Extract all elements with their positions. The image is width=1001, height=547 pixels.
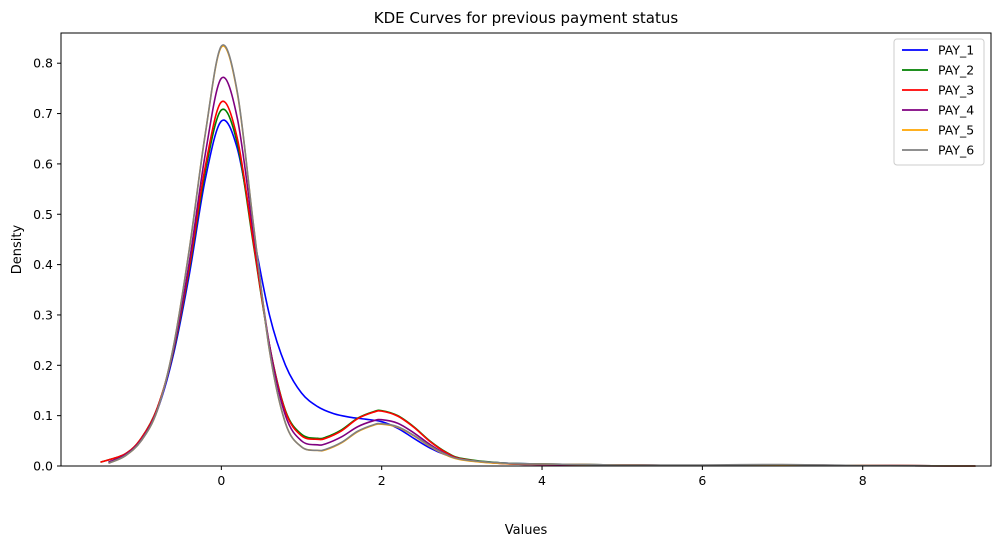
x-tick-label: 0 [217,473,225,488]
y-tick-label: 0.0 [33,459,53,474]
series-line-pay-6 [108,44,976,467]
x-axis-title: Values [505,523,548,538]
x-tick-label: 4 [538,473,546,488]
x-tick-label: 6 [698,473,706,488]
x-tick-label: 2 [378,473,386,488]
legend-label: PAY_6 [938,143,974,158]
y-tick-label: 0.7 [33,106,53,121]
x-axis: 0 2 4 6 8 [217,466,867,488]
y-tick-label: 0.5 [33,207,53,222]
x-tick-label: 8 [859,473,867,488]
y-tick-label: 0.4 [33,257,53,272]
y-tick-label: 0.8 [33,56,53,71]
y-tick-label: 0.3 [33,307,53,322]
y-tick-label: 0.1 [33,408,53,423]
legend-label: PAY_1 [938,43,974,58]
legend-label: PAY_4 [938,103,974,118]
y-tick-label: 0.6 [33,156,53,171]
series-line-pay-2 [100,108,976,467]
y-axis-title: Density [10,224,25,274]
series-line-pay-1 [108,119,976,467]
series-line-pay-4 [108,76,976,467]
legend-label: PAY_3 [938,83,974,98]
series-line-pay-3 [100,100,976,467]
legend-label: PAY_2 [938,63,974,78]
plot-frame [60,32,992,467]
series-line-pay-5 [108,45,976,467]
chart-title: KDE Curves for previous payment status [374,9,679,27]
legend-label: PAY_5 [938,123,974,138]
y-axis: 0.0 0.1 0.2 0.3 0.4 0.5 0.6 0.7 0.8 [33,56,61,474]
legend: PAY_1 PAY_2 PAY_3 PAY_4 PAY_5 PAY_6 [893,38,985,166]
plot-lines [100,44,976,467]
y-tick-label: 0.2 [33,358,53,373]
